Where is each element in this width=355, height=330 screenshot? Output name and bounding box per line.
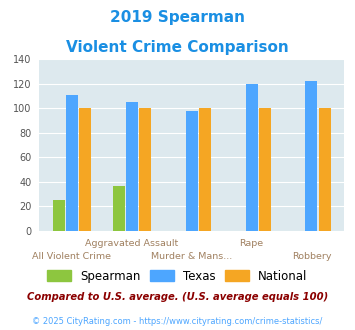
Bar xyxy=(259,109,271,231)
Bar xyxy=(53,200,65,231)
Legend: Spearman, Texas, National: Spearman, Texas, National xyxy=(43,265,312,287)
Bar xyxy=(305,82,317,231)
Bar xyxy=(126,102,138,231)
Text: Rape: Rape xyxy=(240,239,264,248)
Bar xyxy=(318,109,331,231)
Bar xyxy=(199,109,211,231)
Bar xyxy=(186,111,198,231)
Text: All Violent Crime: All Violent Crime xyxy=(32,252,111,261)
Text: Aggravated Assault: Aggravated Assault xyxy=(85,239,179,248)
Text: Violent Crime Comparison: Violent Crime Comparison xyxy=(66,40,289,54)
Bar xyxy=(79,109,91,231)
Text: © 2025 CityRating.com - https://www.cityrating.com/crime-statistics/: © 2025 CityRating.com - https://www.city… xyxy=(32,317,323,326)
Text: Murder & Mans...: Murder & Mans... xyxy=(151,252,232,261)
Bar xyxy=(113,186,125,231)
Text: 2019 Spearman: 2019 Spearman xyxy=(110,10,245,25)
Bar xyxy=(246,84,257,231)
Bar xyxy=(66,95,78,231)
Bar xyxy=(139,109,151,231)
Text: Compared to U.S. average. (U.S. average equals 100): Compared to U.S. average. (U.S. average … xyxy=(27,292,328,302)
Text: Robbery: Robbery xyxy=(292,252,331,261)
